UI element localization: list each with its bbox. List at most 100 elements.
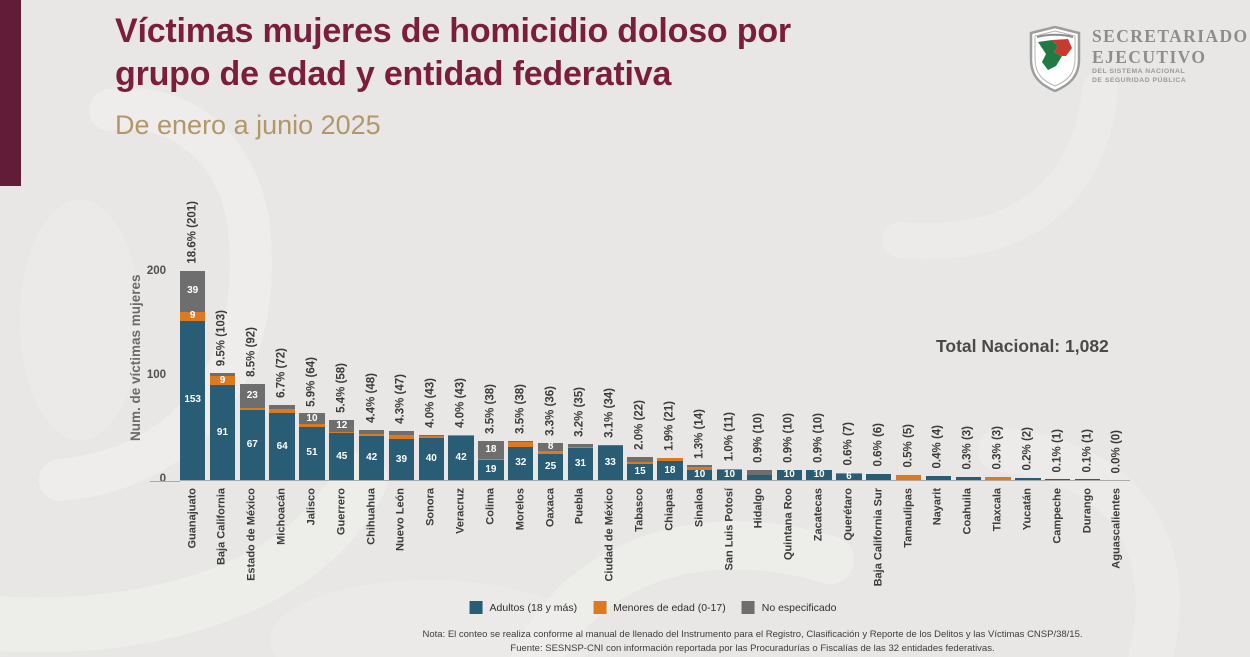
segment-value: 45 [336, 450, 348, 462]
segment-adultos: 19 [478, 460, 504, 480]
x-axis-label-estado-de-mexico: Estado de México [245, 488, 258, 581]
bar-annotation: 3.2% (35) [573, 386, 586, 437]
segment-menores: 9 [180, 311, 206, 321]
bar-column-baja-california-sur: 0.6% (6) Baja California Sur [866, 270, 892, 586]
chart-legend: Adultos (18 y más) Menores de edad (0-17)… [469, 601, 837, 614]
segment-adultos: 32 [508, 446, 534, 480]
segment-value: 15 [634, 466, 646, 478]
bar-stack [1015, 477, 1041, 480]
segment-value: 33 [604, 456, 616, 468]
x-axis-label-oaxaca: Oaxaca [544, 488, 557, 528]
title-line-1: Víctimas mujeres de homicidio doloso por [115, 12, 791, 50]
segment-menores [836, 472, 862, 474]
x-axis-label-coahuila: Coahuila [961, 488, 974, 535]
segment-value: 10 [813, 468, 825, 480]
bar-annotation: 3.5% (38) [484, 383, 497, 434]
bar-stack: 23 67 [239, 384, 265, 480]
bar-stack: 42 [448, 435, 474, 480]
bar-annotation: 4.0% (43) [424, 378, 437, 429]
bar-annotation: 5.4% (58) [335, 362, 348, 413]
bar-column-morelos: 3.5% (38) 32 Morelos [508, 270, 534, 530]
chart-footer: Nota: El conteo se realiza conforme al m… [375, 628, 1130, 657]
bar-stack: 10 [776, 468, 802, 480]
segment-value: 6 [846, 470, 852, 482]
bar-stack: 33 [597, 444, 623, 480]
bar-column-durango: 0.1% (1) Durango [1074, 270, 1101, 533]
segment-no_especificado: 10 [299, 412, 325, 424]
segment-adultos: 39 [388, 439, 415, 480]
segment-no_especificado: 12 [329, 419, 355, 433]
segment-value: 64 [276, 440, 288, 452]
legend-item-menores-de-edad-0-17-: Menores de edad (0-17) [593, 601, 726, 614]
bar-column-guanajuato: 18.6% (201) 39 9 153 Guanajuato [180, 201, 206, 549]
bar-column-chiapas: 1.9% (21) 18 Chiapas [657, 270, 683, 531]
segment-value: 23 [246, 390, 258, 402]
segment-value: 153 [184, 394, 201, 406]
bar-column-sonora: 4.0% (43) 40 Sonora [418, 270, 444, 526]
segment-adultos: 31 [567, 447, 594, 480]
bar-stack [746, 469, 773, 480]
segment-adultos: 6 [836, 470, 862, 482]
segment-value: 10 [694, 468, 706, 480]
segment-adultos: 10 [776, 468, 802, 480]
bar-stack [866, 473, 892, 480]
bar-stack: 6 [836, 470, 862, 482]
segment-value: 42 [455, 452, 467, 464]
segment-value: 39 [187, 285, 199, 297]
segment-menores [895, 474, 922, 480]
bar-column-san-luis-potosi: 1.0% (11) 10 San Luis Potosí [716, 270, 743, 571]
bar-annotation: 6.7% (72) [275, 348, 288, 399]
segment-value: 10 [306, 412, 318, 424]
segment-menores [716, 468, 743, 470]
bar-annotation: 0.6% (6) [871, 423, 884, 467]
bar-annotation: 1.0% (11) [722, 412, 735, 462]
bar-annotation: 18.6% (201) [185, 201, 198, 264]
bar-stack: 18 19 [478, 440, 504, 480]
segment-value: 10 [783, 468, 795, 480]
segment-value: 18 [664, 464, 676, 476]
segment-adultos: 15 [627, 464, 653, 480]
legend-swatch [741, 601, 755, 614]
bar-column-tlaxcala: 0.3% (3) Tlaxcala [985, 270, 1011, 531]
legend-label: No especificado [761, 601, 837, 614]
bar-column-campeche: 0.1% (1) Campeche [1045, 270, 1071, 544]
segment-menores [358, 434, 385, 437]
bar-annotation: 1.9% (21) [663, 401, 676, 452]
segment-no_especificado [358, 430, 385, 435]
segment-no_especificado [746, 469, 773, 475]
x-axis-label-durango: Durango [1081, 488, 1093, 534]
x-axis-label-san-luis-potosi: San Luis Potosí [723, 488, 736, 571]
bar-annotation: 3.3% (36) [543, 385, 556, 436]
org-name-line-1: SECRETARIADO [1092, 26, 1249, 46]
bar-annotation: 0.9% (10) [812, 412, 825, 463]
segment-value: 9 [219, 374, 226, 386]
org-name-line-2: EJECUTIVO [1092, 46, 1207, 67]
segment-menores [657, 458, 683, 462]
title-line-2: grupo de edad y entidad federativa [115, 55, 672, 94]
segment-menores [448, 435, 474, 437]
segment-value: 67 [246, 439, 258, 451]
bar-column-nayarit: 0.4% (4) Nayarit [925, 270, 952, 525]
segment-no_especificado [209, 372, 236, 377]
x-axis-label-nayarit: Nayarit [931, 488, 944, 526]
x-axis-label-sonora: Sonora [424, 488, 437, 526]
bar-column-puebla: 3.2% (35) 31 Puebla [567, 270, 594, 524]
bar-stack [1045, 478, 1071, 480]
x-axis-label-morelos: Morelos [514, 488, 527, 531]
bar-stack: 42 [358, 430, 385, 480]
segment-adultos: 42 [358, 436, 385, 480]
bar-column-baja-california: 9.5% (103) 9 91 Baja California [209, 270, 236, 565]
segment-no_especificado: 8 [537, 441, 564, 451]
bar-annotation: 0.1% (1) [1080, 428, 1093, 472]
org-subtitle-line-1: DEL SISTEMA NACIONAL [1092, 68, 1186, 76]
x-axis-label-guanajuato: Guanajuato [186, 488, 199, 549]
segment-adultos: 42 [448, 436, 474, 480]
segment-no_especificado [388, 431, 415, 436]
bar-column-ciudad-de-mexico: 3.1% (34) 33 Ciudad de México [597, 270, 623, 582]
segment-menores [329, 432, 355, 434]
segment-value: 91 [216, 426, 229, 438]
y-tick-200: 200 [146, 265, 166, 277]
segment-no_especificado: 18 [478, 440, 504, 460]
bar-column-coahuila: 0.3% (3) Coahuila [955, 270, 981, 534]
